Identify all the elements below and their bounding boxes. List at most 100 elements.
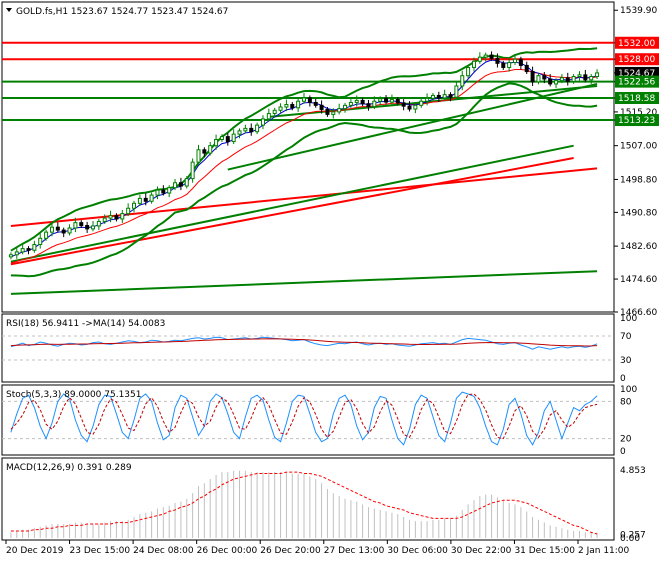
candle[interactable] — [384, 98, 389, 103]
candle[interactable] — [249, 127, 254, 133]
candle[interactable] — [378, 98, 383, 102]
candle[interactable] — [237, 130, 242, 135]
candle[interactable] — [548, 78, 553, 85]
candle[interactable] — [126, 207, 131, 215]
candle[interactable] — [225, 136, 230, 143]
candle[interactable] — [143, 197, 148, 202]
candle[interactable] — [337, 108, 342, 113]
candle[interactable] — [61, 229, 66, 234]
candle[interactable] — [173, 182, 178, 189]
candle[interactable] — [108, 215, 113, 219]
candle[interactable] — [167, 187, 172, 194]
candle[interactable] — [530, 71, 535, 83]
candle[interactable] — [102, 217, 107, 222]
candle[interactable] — [407, 105, 412, 110]
candle[interactable] — [325, 108, 330, 115]
candle[interactable] — [14, 251, 19, 256]
candle[interactable] — [565, 77, 570, 82]
candle[interactable] — [161, 189, 166, 194]
candle[interactable] — [319, 104, 324, 110]
candle[interactable] — [571, 76, 576, 82]
candle[interactable] — [454, 85, 459, 98]
candle[interactable] — [442, 94, 447, 99]
candle[interactable] — [419, 100, 424, 106]
candle[interactable] — [44, 231, 49, 239]
candle[interactable] — [243, 127, 248, 132]
candle[interactable] — [554, 80, 559, 85]
candle[interactable] — [413, 104, 418, 110]
candle[interactable] — [495, 57, 500, 64]
candle[interactable] — [120, 213, 125, 220]
candle[interactable] — [284, 104, 289, 108]
candle[interactable] — [589, 76, 594, 81]
candle[interactable] — [577, 74, 582, 78]
candle[interactable] — [466, 66, 471, 77]
candle[interactable] — [90, 225, 95, 230]
candle[interactable] — [348, 101, 353, 106]
candle[interactable] — [26, 248, 31, 251]
candle[interactable] — [96, 220, 101, 227]
candle[interactable] — [49, 226, 54, 233]
candle[interactable] — [425, 97, 430, 102]
candle[interactable] — [137, 197, 142, 204]
candle[interactable] — [360, 99, 365, 105]
candle[interactable] — [55, 226, 60, 231]
candle[interactable] — [395, 99, 400, 104]
candle[interactable] — [483, 54, 488, 58]
candle[interactable] — [448, 94, 453, 98]
candle[interactable] — [214, 139, 219, 147]
candle[interactable] — [302, 97, 306, 102]
candle[interactable] — [430, 94, 435, 99]
candle[interactable] — [366, 103, 371, 108]
candle[interactable] — [8, 254, 13, 258]
collapse-triangle-icon[interactable] — [6, 8, 12, 12]
candle[interactable] — [196, 149, 201, 163]
candle[interactable] — [313, 101, 318, 106]
candle[interactable] — [85, 225, 90, 230]
candle[interactable] — [266, 113, 271, 120]
candle[interactable] — [536, 75, 541, 83]
candle[interactable] — [307, 97, 312, 103]
candle[interactable] — [178, 182, 183, 187]
candle[interactable] — [389, 99, 394, 103]
candle[interactable] — [507, 62, 512, 68]
candle[interactable] — [255, 124, 260, 133]
candle[interactable] — [296, 100, 301, 109]
candle[interactable] — [343, 104, 348, 110]
candle[interactable] — [38, 237, 43, 245]
candle[interactable] — [260, 118, 265, 126]
candle[interactable] — [190, 161, 195, 180]
candle[interactable] — [202, 149, 207, 154]
candle[interactable] — [542, 75, 547, 80]
candle[interactable] — [559, 77, 564, 82]
candle[interactable] — [73, 222, 78, 229]
candle[interactable] — [436, 94, 441, 99]
candle[interactable] — [471, 60, 476, 68]
candle[interactable] — [79, 222, 84, 227]
candle[interactable] — [219, 136, 224, 141]
candle[interactable] — [155, 189, 160, 196]
candle[interactable] — [20, 248, 25, 253]
candle[interactable] — [583, 74, 588, 81]
candle[interactable] — [501, 62, 506, 68]
candle[interactable] — [354, 99, 359, 103]
candle[interactable] — [231, 133, 236, 143]
candle[interactable] — [114, 215, 119, 220]
candle[interactable] — [372, 100, 377, 108]
candle[interactable] — [331, 111, 336, 115]
candle[interactable] — [290, 104, 295, 109]
candle[interactable] — [149, 194, 154, 202]
candle[interactable] — [278, 106, 283, 111]
candle[interactable] — [401, 102, 406, 107]
candle[interactable] — [272, 109, 277, 115]
candle[interactable] — [67, 227, 72, 234]
candle[interactable] — [518, 58, 523, 66]
candle[interactable] — [460, 75, 465, 87]
candle[interactable] — [132, 202, 137, 209]
candle[interactable] — [184, 178, 189, 187]
candle[interactable] — [513, 58, 518, 64]
candle[interactable] — [477, 56, 482, 62]
candle[interactable] — [595, 72, 600, 78]
